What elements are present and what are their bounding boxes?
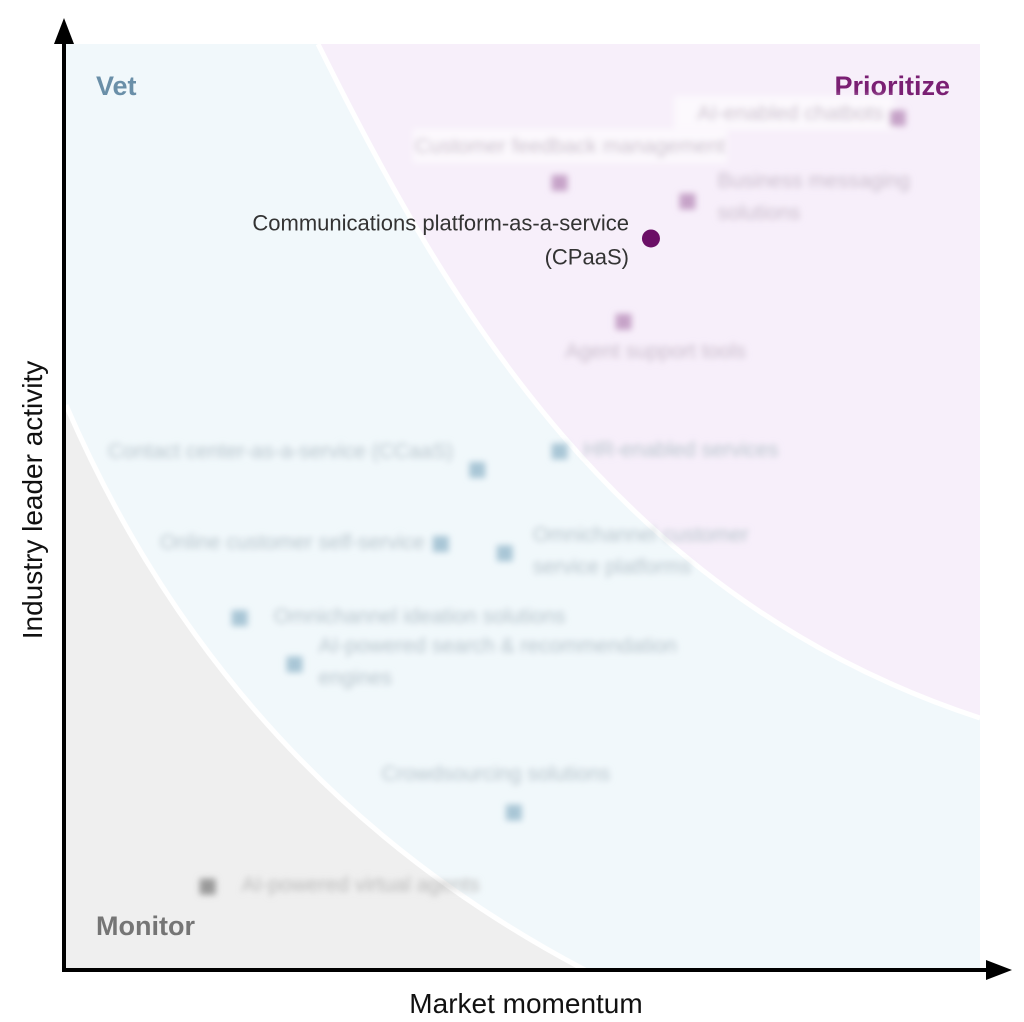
point-marker <box>286 656 303 673</box>
data-point: Online customer self-service <box>160 531 449 554</box>
point-label: Crowdsourcing solutions <box>381 763 610 786</box>
point-marker <box>551 174 568 191</box>
data-point: Business messaging solutions <box>679 169 911 224</box>
label-backdrop <box>413 128 727 163</box>
zone-label-monitor: Monitor <box>96 911 195 941</box>
zone-monitor-boundary <box>66 404 587 970</box>
zone-label-prioritize: Prioritize <box>834 71 950 101</box>
point-marker <box>496 545 513 562</box>
y-axis-label: Industry leader activity <box>17 361 48 640</box>
point-marker <box>469 461 486 478</box>
data-point: Omnichannel ideation solutions <box>231 605 566 628</box>
data-point: Contact center-as-a-service (CCaaS) <box>108 440 486 478</box>
point-marker <box>889 110 906 127</box>
point-marker <box>231 610 248 627</box>
point-label: AI-enabled chatbots <box>697 102 884 125</box>
data-point: AI-powered search & recommendation engine… <box>286 634 677 689</box>
point-marker <box>551 443 568 460</box>
data-point: Crowdsourcing solutions <box>381 763 610 821</box>
point-label: Business messaging solutions <box>718 169 911 224</box>
zone-monitor <box>66 405 585 970</box>
zone-backgrounds <box>66 44 980 970</box>
point-label: Customer feedback management <box>415 135 726 158</box>
point-marker-highlight <box>641 229 660 248</box>
point-label: AI-powered search & recommendation engine… <box>319 634 677 689</box>
point-marker <box>679 193 696 210</box>
point-label: Agent support tools <box>565 340 746 363</box>
data-points: AI-enabled chatbots Customer feedback man… <box>108 96 910 897</box>
zone-label-vet: Vet <box>96 71 137 101</box>
point-label: Omnichannel ideation solutions <box>274 605 566 628</box>
data-point: Customer feedback management <box>413 128 727 191</box>
x-axis-arrow <box>986 960 1012 980</box>
point-marker <box>432 536 449 553</box>
data-point: HR-enabled services <box>551 438 779 461</box>
point-label: Omnichannel customer service platforms <box>533 523 749 578</box>
data-point: AI-powered virtual agents <box>199 874 480 897</box>
zone-prioritize-boundary <box>315 44 980 721</box>
point-label: Communications platform-as-a-service (CPa… <box>252 210 629 269</box>
point-marker <box>615 313 632 330</box>
point-label: Contact center-as-a-service (CCaaS) <box>108 440 453 463</box>
label-backdrop <box>674 96 894 131</box>
axes <box>54 18 1012 980</box>
point-label: HR-enabled services <box>584 438 779 461</box>
point-label: Online customer self-service <box>160 531 425 554</box>
data-point: Agent support tools <box>565 313 746 363</box>
data-point: AI-enabled chatbots <box>674 96 906 131</box>
y-axis-arrow <box>54 18 74 44</box>
data-point: Communications platform-as-a-service (CPa… <box>252 210 660 269</box>
zone-prioritize <box>318 44 980 718</box>
data-point: Omnichannel customer service platforms <box>496 523 749 578</box>
x-axis-label: Market momentum <box>409 988 642 1019</box>
point-marker <box>505 804 522 821</box>
point-marker <box>199 878 216 895</box>
point-label: AI-powered virtual agents <box>242 874 480 897</box>
